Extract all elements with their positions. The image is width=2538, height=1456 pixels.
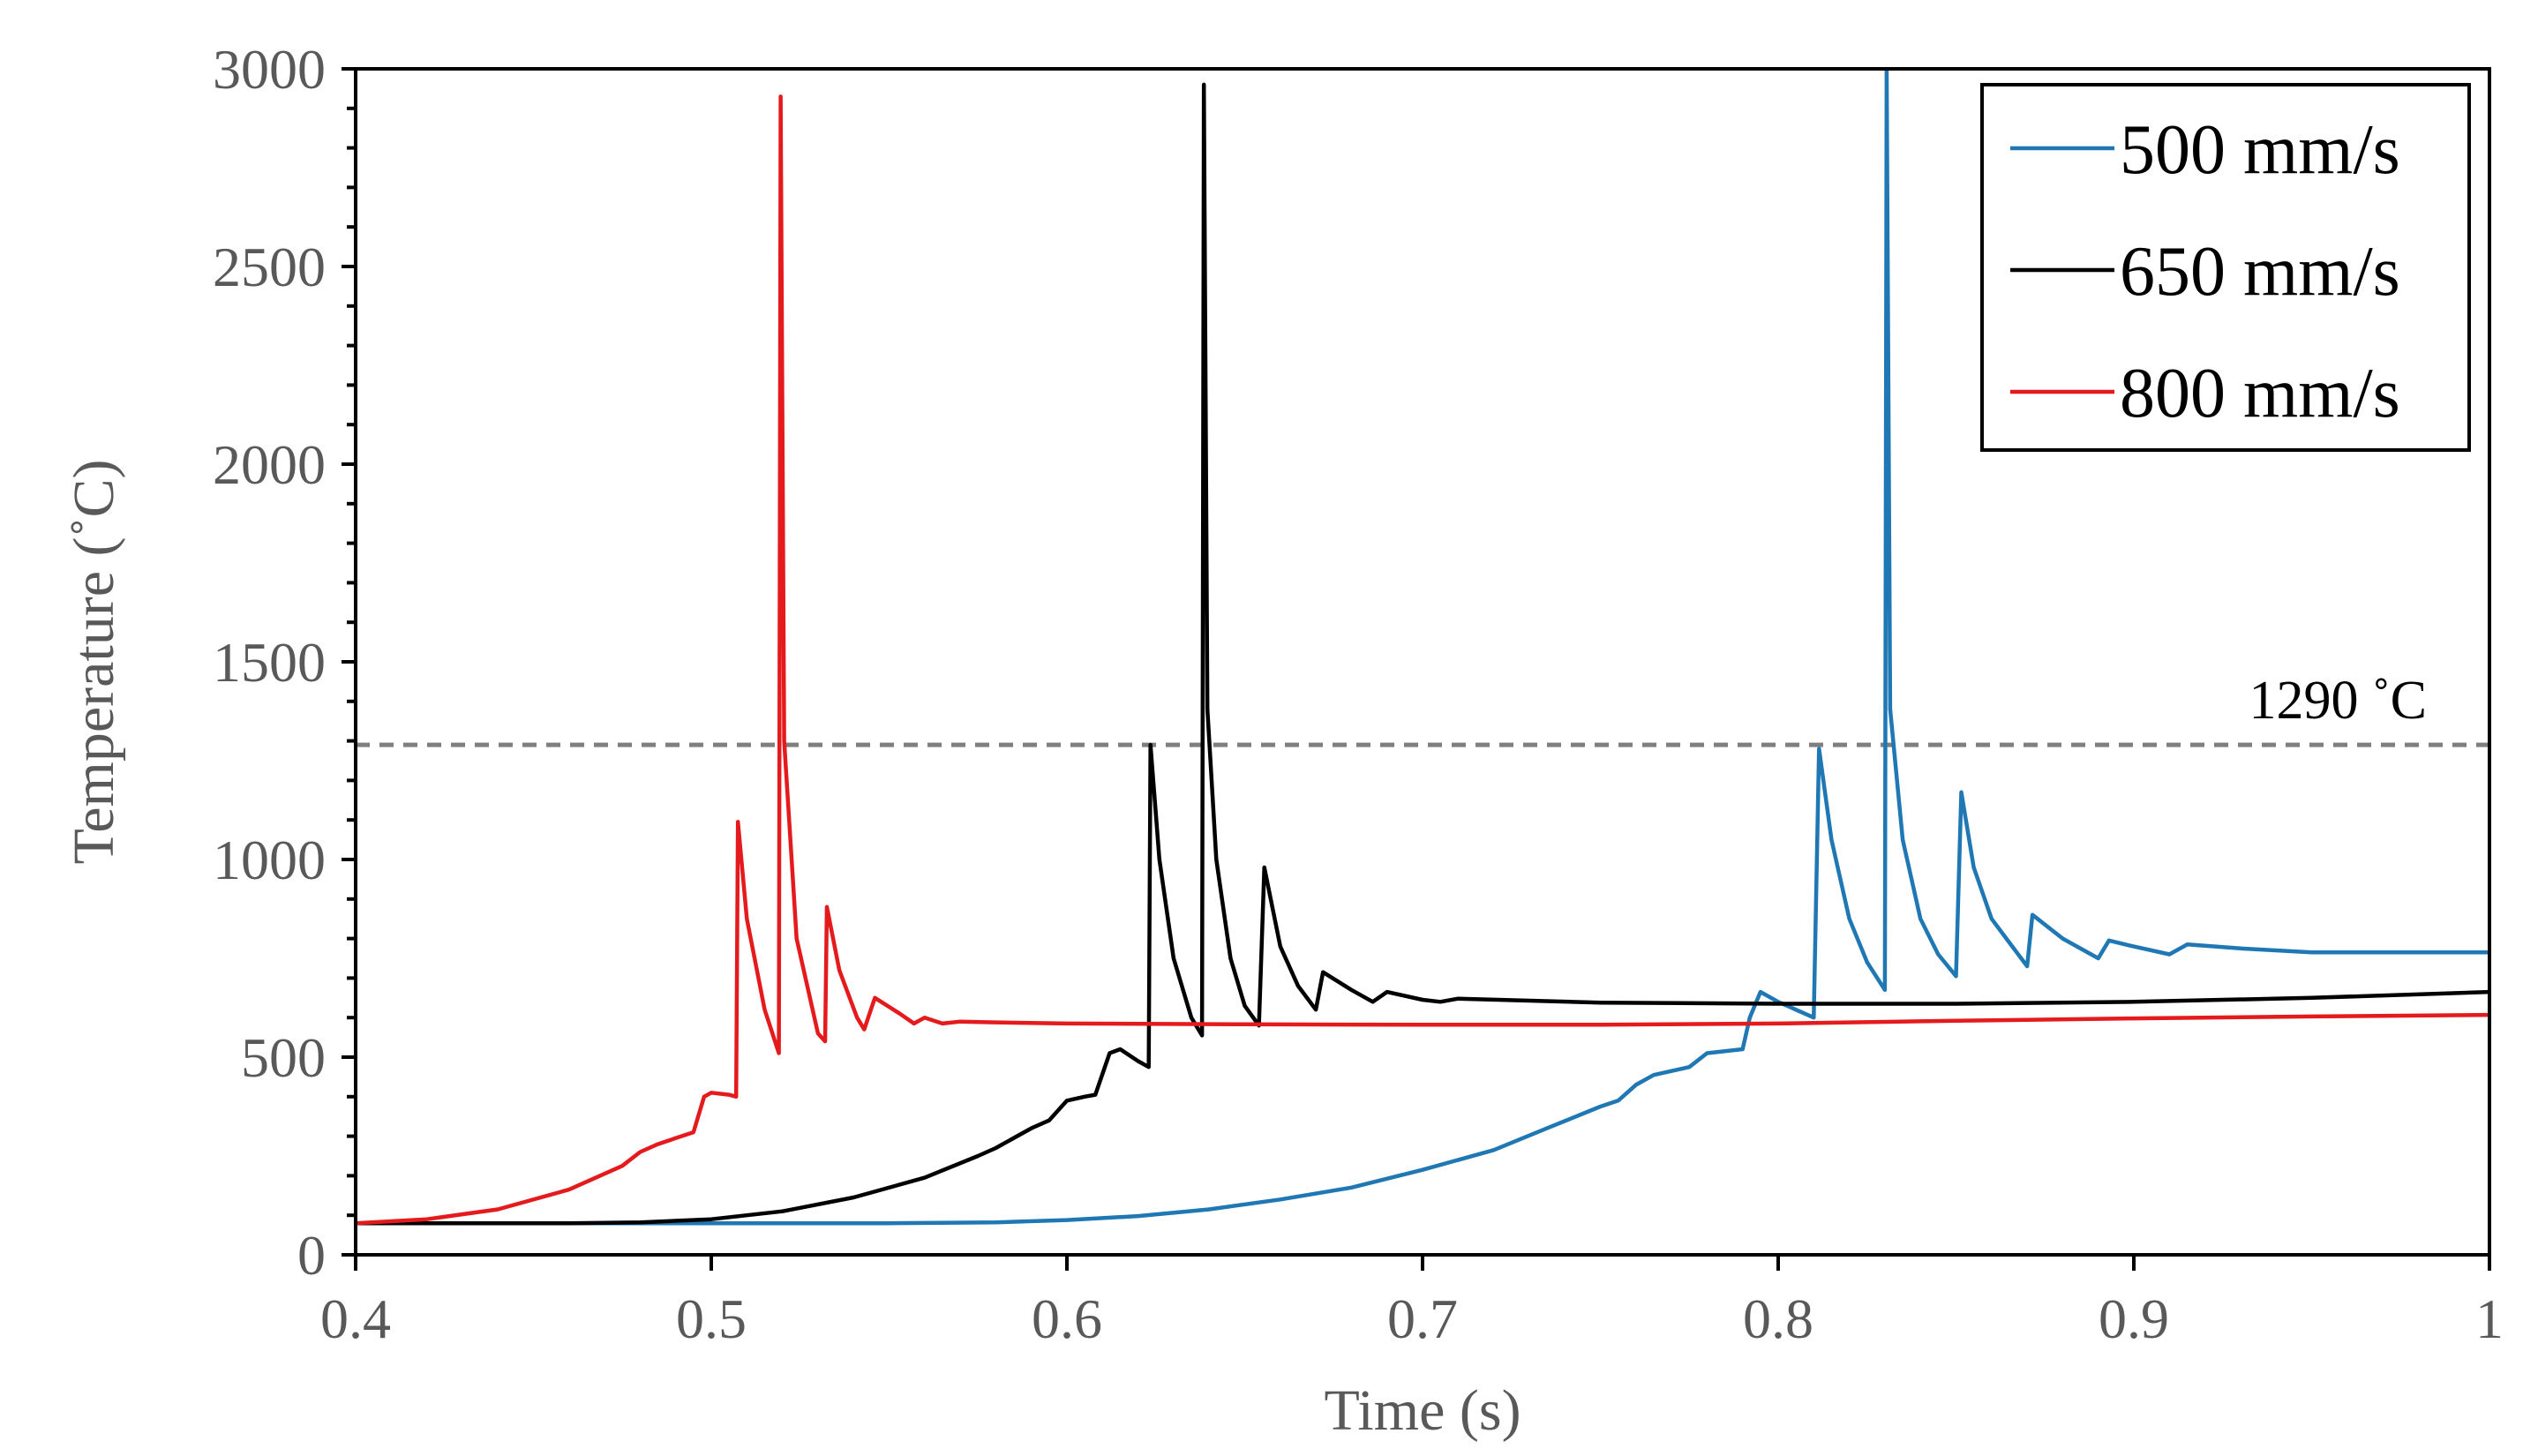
x-tick-label: 0.9 [2099,1287,2169,1350]
legend-box [1980,83,2471,452]
reference-line-group: 1290 ˚C [356,671,2489,747]
x-axis-title: Time (s) [1324,1378,1521,1443]
y-axis-title: Temperature (˚C) [62,460,126,865]
axes-group: 0 500 1000 1500 2000 2500 3000 0.4 0.5 0.6 0.7 0.8 0… [62,38,2504,1443]
y-tick-label: 1000 [213,829,326,891]
y-tick-label: 500 [241,1026,326,1089]
y-tick-label: 3000 [213,38,326,101]
series-line-650-mm-s [356,82,2489,1226]
x-tick-label: 0.8 [1743,1287,1813,1350]
y-tick-label: 0 [297,1224,326,1287]
y-tick-label: 2500 [213,236,326,298]
x-tick-label: 0.4 [320,1287,391,1350]
series-line-500-mm-s [356,67,2489,1226]
series-line-800-mm-s [356,94,2489,1226]
x-tick-label: 0.5 [676,1287,747,1350]
reference-line-label: 1290 ˚C [2249,671,2428,731]
x-tick-label: 0.6 [1032,1287,1102,1350]
series-group [356,67,2489,1226]
y-tick-label: 1500 [213,631,326,694]
y-tick-label: 2000 [213,433,326,496]
legend-label: 650 mm/s [2120,233,2400,311]
x-tick-label: 0.7 [1387,1287,1458,1350]
legend: 500 mm/s 650 mm/s 800 mm/s [1980,83,2471,452]
legend-label: 500 mm/s [2120,111,2400,189]
legend-label: 800 mm/s [2120,355,2400,432]
x-tick-label: 1 [2475,1287,2504,1350]
